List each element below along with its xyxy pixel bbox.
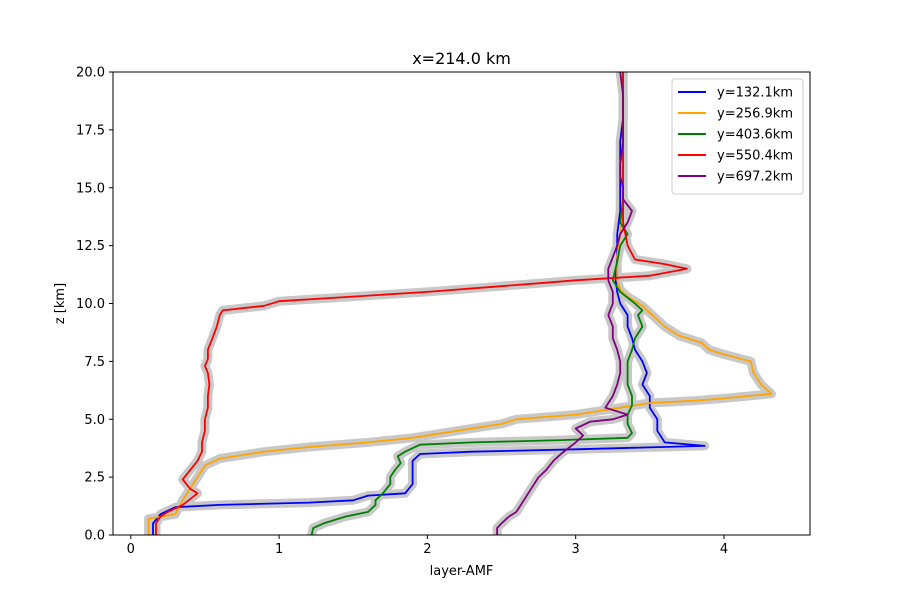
x-tick-label: 0 xyxy=(127,542,135,557)
legend-label: y=403.6km xyxy=(717,128,793,143)
series-line-5 xyxy=(496,72,633,535)
plot-area xyxy=(144,72,776,535)
uncertainty-band-5 xyxy=(492,72,637,535)
y-tick-label: 15.0 xyxy=(76,181,105,196)
y-tick-label: 17.5 xyxy=(76,123,105,138)
x-tick-label: 2 xyxy=(423,542,431,557)
y-tick-label: 20.0 xyxy=(76,66,105,81)
legend-box xyxy=(671,78,804,195)
y-tick-label: 0.0 xyxy=(84,529,105,544)
y-tick-label: 2.5 xyxy=(84,471,105,486)
legend-label: y=697.2km xyxy=(717,170,793,185)
y-tick-label: 5.0 xyxy=(84,413,105,428)
legend-label: y=132.1km xyxy=(717,86,793,101)
x-axis-label: layer-AMF xyxy=(430,564,494,579)
y-tick-label: 12.5 xyxy=(76,239,105,254)
y-axis-label: z [km] xyxy=(53,283,68,324)
x-tick-label: 1 xyxy=(275,542,283,557)
chart-title: x=214.0 km xyxy=(412,49,511,68)
uncertainty-band-3 xyxy=(307,72,647,535)
legend: y=132.1km y=256.9km y=403.6km y=550.4km y=69… xyxy=(671,78,804,195)
series-line-4 xyxy=(155,72,688,535)
x-tick-label: 4 xyxy=(720,542,728,557)
series-line-1 xyxy=(152,72,706,535)
x-tick-label: 3 xyxy=(572,542,580,557)
uncertainty-band-4 xyxy=(151,72,692,535)
axis-ticks: 0 1 2 3 4 0.0 2.5 5.0 7.5 10.0 12.5 15.0 17.5 20.0 xyxy=(76,66,728,558)
y-tick-label: 10.0 xyxy=(76,297,105,312)
y-tick-label: 7.5 xyxy=(84,355,105,370)
series-line-3 xyxy=(310,72,644,535)
legend-label: y=256.9km xyxy=(717,107,793,122)
legend-label: y=550.4km xyxy=(717,149,793,164)
